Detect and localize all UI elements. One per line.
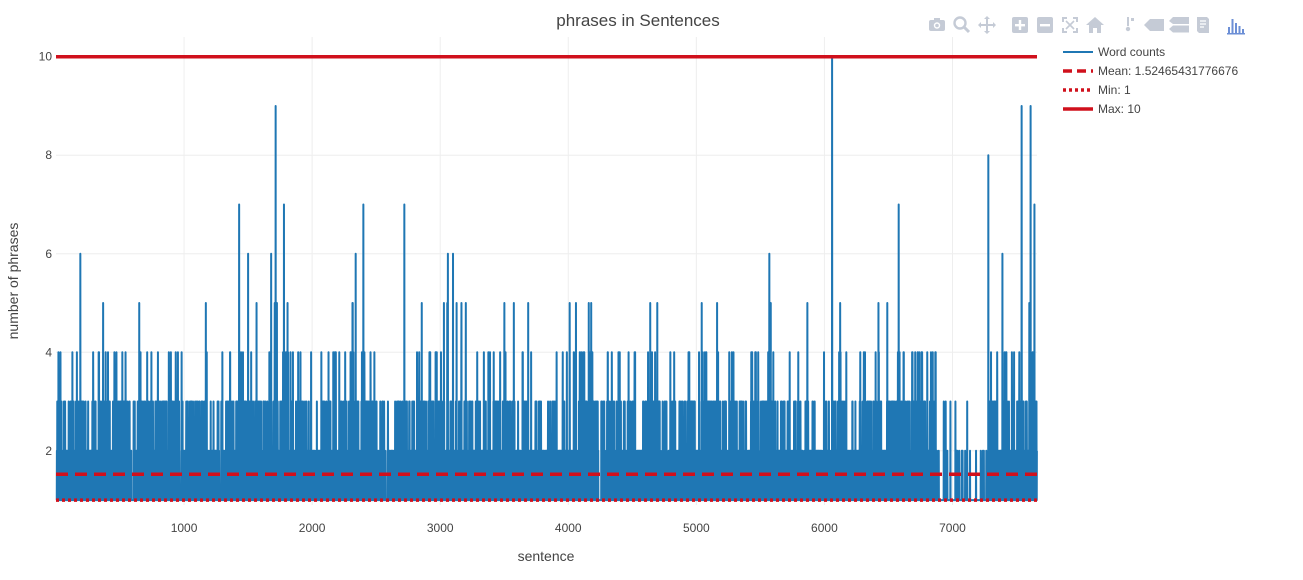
zoom-in-icon[interactable] [1009,14,1031,36]
x-tick-label: 2000 [299,521,326,535]
x-tick-label: 3000 [427,521,454,535]
hover-compare-icon[interactable] [1167,14,1189,36]
zoom-icon[interactable] [951,14,973,36]
autoscale-icon[interactable] [1059,14,1081,36]
legend: Word counts Mean: 1.52465431776676 Min: 1 M… [1063,45,1238,116]
hover-closest-icon[interactable] [1142,14,1164,36]
home-icon[interactable] [1084,14,1106,36]
x-tick-label: 5000 [683,521,710,535]
y-tick-label: 2 [45,444,52,458]
x-axis-title: sentence [518,548,575,564]
plotly-logo-icon[interactable] [1225,14,1247,36]
x-tick-label: 7000 [939,521,966,535]
zoom-out-icon[interactable] [1034,14,1056,36]
legend-entry[interactable]: Max: 10 [1098,102,1141,116]
y-tick-label: 10 [39,50,53,64]
axes: 1000 2000 3000 4000 5000 6000 7000 2 4 6 8 10 [39,50,967,535]
pan-icon[interactable] [976,14,998,36]
legend-entry[interactable]: Min: 1 [1098,83,1131,97]
y-tick-label: 4 [45,345,52,359]
y-axis-title: number of phrases [5,223,21,340]
data-layer [55,54,1038,502]
y-tick-label: 6 [45,247,52,261]
modebar [926,14,1250,36]
legend-entry[interactable]: Word counts [1098,45,1165,59]
spike-lines-icon[interactable] [1117,14,1139,36]
series-line-word-counts [55,55,1038,502]
x-tick-label: 6000 [811,521,838,535]
x-tick-label: 1000 [171,521,198,535]
y-tick-label: 8 [45,148,52,162]
x-tick-label: 4000 [555,521,582,535]
camera-icon[interactable] [926,14,948,36]
edit-icon[interactable] [1192,14,1214,36]
legend-entry[interactable]: Mean: 1.52465431776676 [1098,64,1238,78]
chart-title: phrases in Sentences [556,11,720,30]
